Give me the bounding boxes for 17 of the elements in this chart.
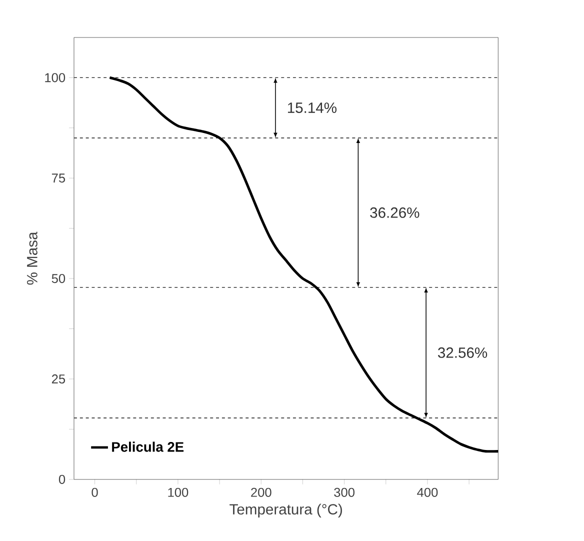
annotation: 36.26% — [370, 208, 420, 218]
legend-label: Pelicula 2E — [112, 442, 184, 452]
annotation: 15.14% — [288, 102, 336, 114]
x-tick-label: 100 — [168, 488, 188, 498]
x-tick-label: 300 — [334, 488, 354, 498]
y-tick-label: 75 — [52, 174, 66, 183]
x-tick-label: 200 — [251, 488, 272, 498]
y-axis-title: % Masa — [27, 232, 38, 285]
y-tick-label: 25 — [52, 374, 66, 384]
y-tick-label: 50 — [52, 274, 66, 284]
x-tick-label: 0 — [92, 488, 98, 498]
y-tick-label: 0 — [58, 475, 66, 484]
x-axis-title: Temperatura (°C) — [230, 504, 342, 518]
y-tick-label: 100 — [45, 73, 66, 82]
line-series — [108, 76, 500, 453]
annotation: 32.56% — [438, 348, 488, 358]
x-tick-label: 400 — [417, 488, 438, 498]
